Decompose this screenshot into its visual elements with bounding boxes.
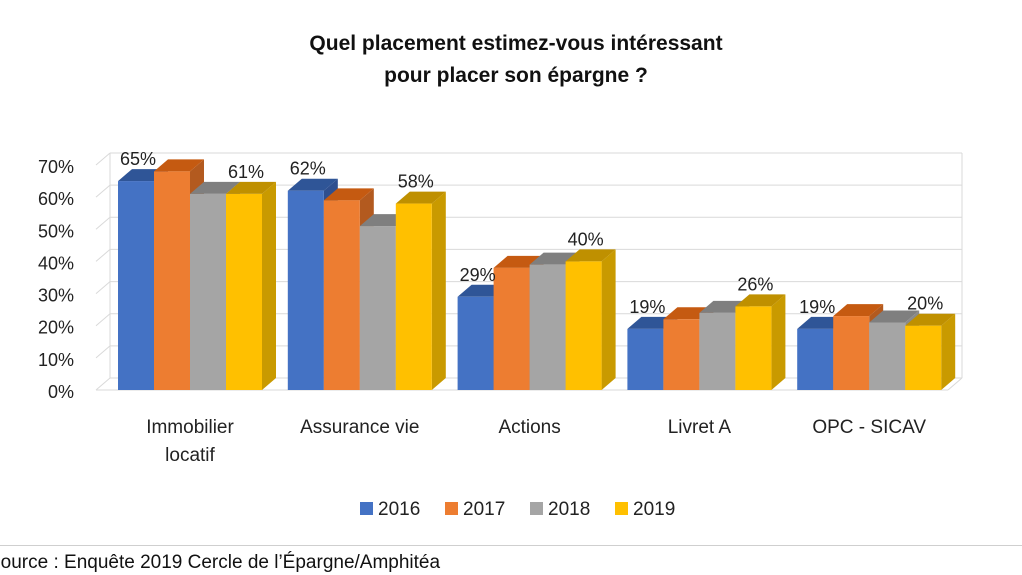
data-label: 65%: [120, 149, 156, 169]
bar-front: [869, 322, 906, 390]
legend-swatch-2018: [530, 502, 543, 515]
bar-side: [771, 294, 786, 390]
data-label: 20%: [907, 294, 943, 314]
chart-title-line: Quel placement estimez-vous intéressant: [309, 32, 722, 55]
data-label: 29%: [460, 265, 496, 285]
chart-title-line: pour placer son épargne ?: [384, 64, 648, 87]
bar-side: [431, 191, 446, 390]
gridline-wall: [95, 377, 111, 391]
gridline-wall: [95, 152, 111, 166]
bar-side: [601, 249, 616, 390]
bar-2019-1: [395, 191, 446, 390]
gridline-wall: [95, 216, 111, 230]
legend-swatch-2016: [360, 502, 373, 515]
data-label: 58%: [398, 172, 434, 192]
legend-label-2018: 2018: [548, 499, 590, 520]
bar-top: [323, 188, 374, 201]
bar-top: [287, 178, 338, 191]
bar-top: [735, 294, 786, 307]
bar-front: [118, 181, 154, 390]
legend-label-2017: 2017: [463, 499, 505, 520]
x-tick-label: Assurance vie: [300, 417, 419, 438]
data-label: 61%: [228, 162, 264, 182]
gridline-wall: [95, 345, 111, 359]
x-tick-label: Livret A: [668, 417, 732, 438]
data-label: 19%: [629, 297, 665, 317]
data-label: 19%: [799, 297, 835, 317]
bar-front: [359, 226, 396, 390]
bar-front: [190, 193, 226, 390]
x-tick-label: locatif: [165, 445, 215, 466]
divider: [0, 545, 1022, 546]
bar-front: [529, 264, 566, 390]
legend-swatch-2017: [445, 502, 458, 515]
chart: Quel placement estimez-vous intéressant p…: [38, 32, 963, 520]
bar-front: [154, 171, 190, 390]
bar-2019-2: [565, 249, 616, 390]
gridline-wall: [95, 249, 111, 262]
bar-front: [627, 328, 664, 390]
bar-front: [565, 261, 602, 390]
bar-top: [190, 181, 240, 194]
bar-front: [699, 312, 736, 390]
legend-label-2016: 2016: [378, 499, 420, 520]
y-tick-label: 10%: [38, 350, 74, 370]
chart-svg: Quel placement estimez-vous intéressant p…: [38, 32, 963, 520]
bar-top: [869, 310, 920, 323]
y-tick-label: 50%: [38, 221, 74, 241]
data-label: 40%: [568, 229, 604, 249]
y-tick-label: 70%: [38, 157, 74, 177]
bar-top: [565, 249, 616, 262]
gridline-wall: [95, 313, 111, 327]
legend-swatch-2019: [615, 502, 628, 515]
bar-front: [797, 328, 834, 390]
bar-top: [226, 181, 276, 194]
bar-top: [833, 304, 884, 317]
bar-front: [457, 296, 494, 390]
bar-front: [287, 190, 324, 390]
bar-front: [905, 325, 942, 390]
bar-top: [905, 313, 956, 326]
legend: 2016 2017 2018 2019: [360, 499, 675, 520]
bar-front: [833, 316, 870, 390]
bar-front: [226, 193, 262, 390]
bar-side: [941, 313, 956, 390]
gridline-wall: [95, 281, 111, 294]
floor-edge: [947, 377, 963, 391]
bar-front: [493, 267, 530, 390]
data-label: 62%: [290, 159, 326, 179]
bar-front: [395, 203, 432, 390]
x-tick-label: Immobilier: [146, 417, 234, 438]
y-tick-label: 60%: [38, 189, 74, 209]
y-tick-label: 20%: [38, 318, 74, 338]
y-tick-label: 40%: [38, 253, 74, 273]
bar-front: [735, 306, 772, 390]
bar-front: [323, 200, 360, 390]
bar-top: [154, 159, 204, 172]
y-tick-label: 30%: [38, 286, 74, 306]
source-note: Source : Enquête 2019 Cercle de l’Épargn…: [0, 552, 441, 573]
y-tick-label: 0%: [48, 382, 74, 402]
data-label: 26%: [737, 274, 773, 294]
x-tick-label: OPC - SICAV: [812, 417, 926, 438]
bar-side: [262, 181, 276, 390]
bar-front: [663, 319, 700, 390]
legend-label-2019: 2019: [633, 499, 675, 520]
bar-2019-4: [905, 313, 956, 390]
x-tick-label: Actions: [498, 417, 560, 438]
bar-2019-3: [735, 294, 786, 390]
bar-2019-0: [226, 181, 276, 390]
gridline-wall: [95, 184, 111, 198]
bar-top: [395, 191, 446, 204]
